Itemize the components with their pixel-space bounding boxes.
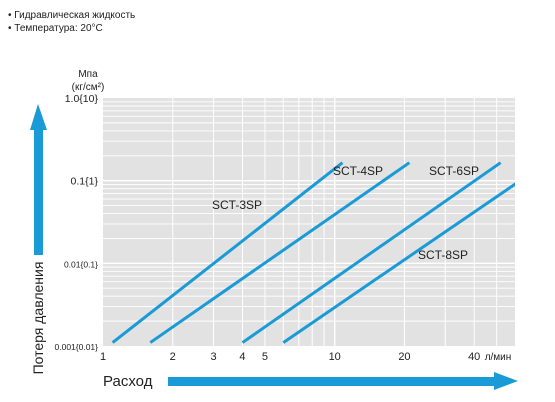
x-tick-label: 4 [239, 351, 245, 363]
series-line-sct-6sp [241, 161, 502, 344]
x-unit-label: л/мин [485, 352, 512, 363]
x-tick-label: 20 [398, 351, 410, 363]
x-tick-label: 10 [329, 351, 341, 363]
series-line-sct-8sp [282, 182, 515, 344]
x-axis-arrow [168, 372, 518, 390]
conditions-notes: • Гидравлическая жидкость • Температура:… [8, 9, 135, 35]
x-tick-label: 5 [262, 351, 268, 363]
y-arrow-head [30, 104, 47, 130]
x-tick-label: 2 [170, 351, 176, 363]
plot-area [103, 98, 515, 346]
x-arrow-head [494, 372, 518, 390]
x-tick-label: 1 [100, 351, 106, 363]
y-tick-label: 0.1{1} [71, 176, 99, 188]
series-label-sct-4sp: SCT-4SP [333, 164, 383, 178]
series-label-sct-8sp: SCT-8SP [418, 248, 468, 262]
series-labels: SCT-3SP SCT-4SP SCT-6SP SCT-8SP [212, 164, 479, 262]
y-arrow-shaft [34, 128, 43, 255]
series-label-sct-3sp: SCT-3SP [212, 198, 262, 212]
series-line-sct-3sp [111, 161, 344, 344]
note-fluid: • Гидравлическая жидкость [8, 10, 136, 21]
series-label-sct-6sp: SCT-6SP [429, 164, 479, 178]
tick-labels: 1 2 3 4 5 10 20 40 л/мин 0.001{0.01} 0.01{0.1} 0.1{… [55, 93, 512, 363]
y-axis-title: Потеря давления [30, 262, 46, 375]
y-axis-arrow [30, 104, 47, 255]
grid-lines [103, 98, 515, 346]
note-temperature: • Температура: 20°C [8, 23, 103, 34]
series-line-sct-4sp [149, 161, 411, 344]
x-arrow-shaft [168, 377, 498, 386]
y-unit-label-mpa: Мпа [78, 69, 98, 80]
x-tick-label: 3 [210, 351, 216, 363]
y-tick-label: 0.001{0.01} [55, 342, 99, 352]
x-tick-label: 40 [468, 351, 480, 363]
y-tick-label: 1.0{10} [65, 93, 99, 105]
y-tick-label: 0.01{0.1} [64, 259, 98, 269]
x-axis-title: Расход [103, 373, 153, 390]
series-lines [111, 161, 515, 344]
y-unit-label-kgcm: (кг/см²) [72, 82, 105, 93]
